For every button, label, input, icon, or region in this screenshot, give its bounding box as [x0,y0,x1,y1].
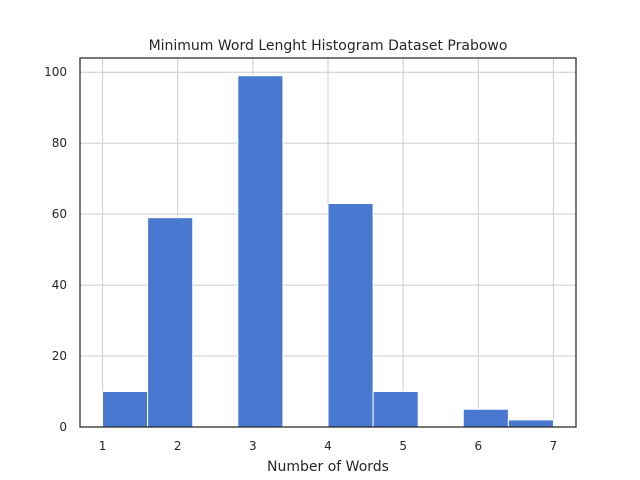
bar-8 [462,408,509,428]
y-tick-label: 100 [44,65,67,79]
x-tick-label: 7 [550,439,558,453]
bar-0 [102,391,149,428]
chart-title: Minimum Word Lenght Histogram Dataset Pr… [149,38,508,54]
bar-9 [507,419,554,428]
bar-3 [237,75,284,428]
y-tick-label: 80 [52,136,67,150]
plot-frame [79,57,577,428]
y-axis-ticks: 0 20 40 60 80 100 [44,65,67,434]
x-tick-label: 3 [249,439,257,453]
x-axis-label: Number of Words [267,459,389,475]
y-tick-label: 40 [52,278,67,292]
histogram-bars [102,75,554,428]
x-tick-label: 6 [474,439,482,453]
x-axis-ticks: 1 2 3 4 5 6 7 [99,439,558,453]
x-tick-label: 1 [99,439,107,453]
bar-1 [147,217,194,428]
y-tick-label: 0 [59,420,67,434]
bar-6 [372,391,419,428]
bar-5 [327,202,374,428]
x-tick-label: 4 [324,439,332,453]
y-tick-label: 20 [52,349,67,363]
x-tick-label: 5 [399,439,407,453]
x-tick-label: 2 [174,439,182,453]
y-tick-label: 60 [52,207,67,221]
